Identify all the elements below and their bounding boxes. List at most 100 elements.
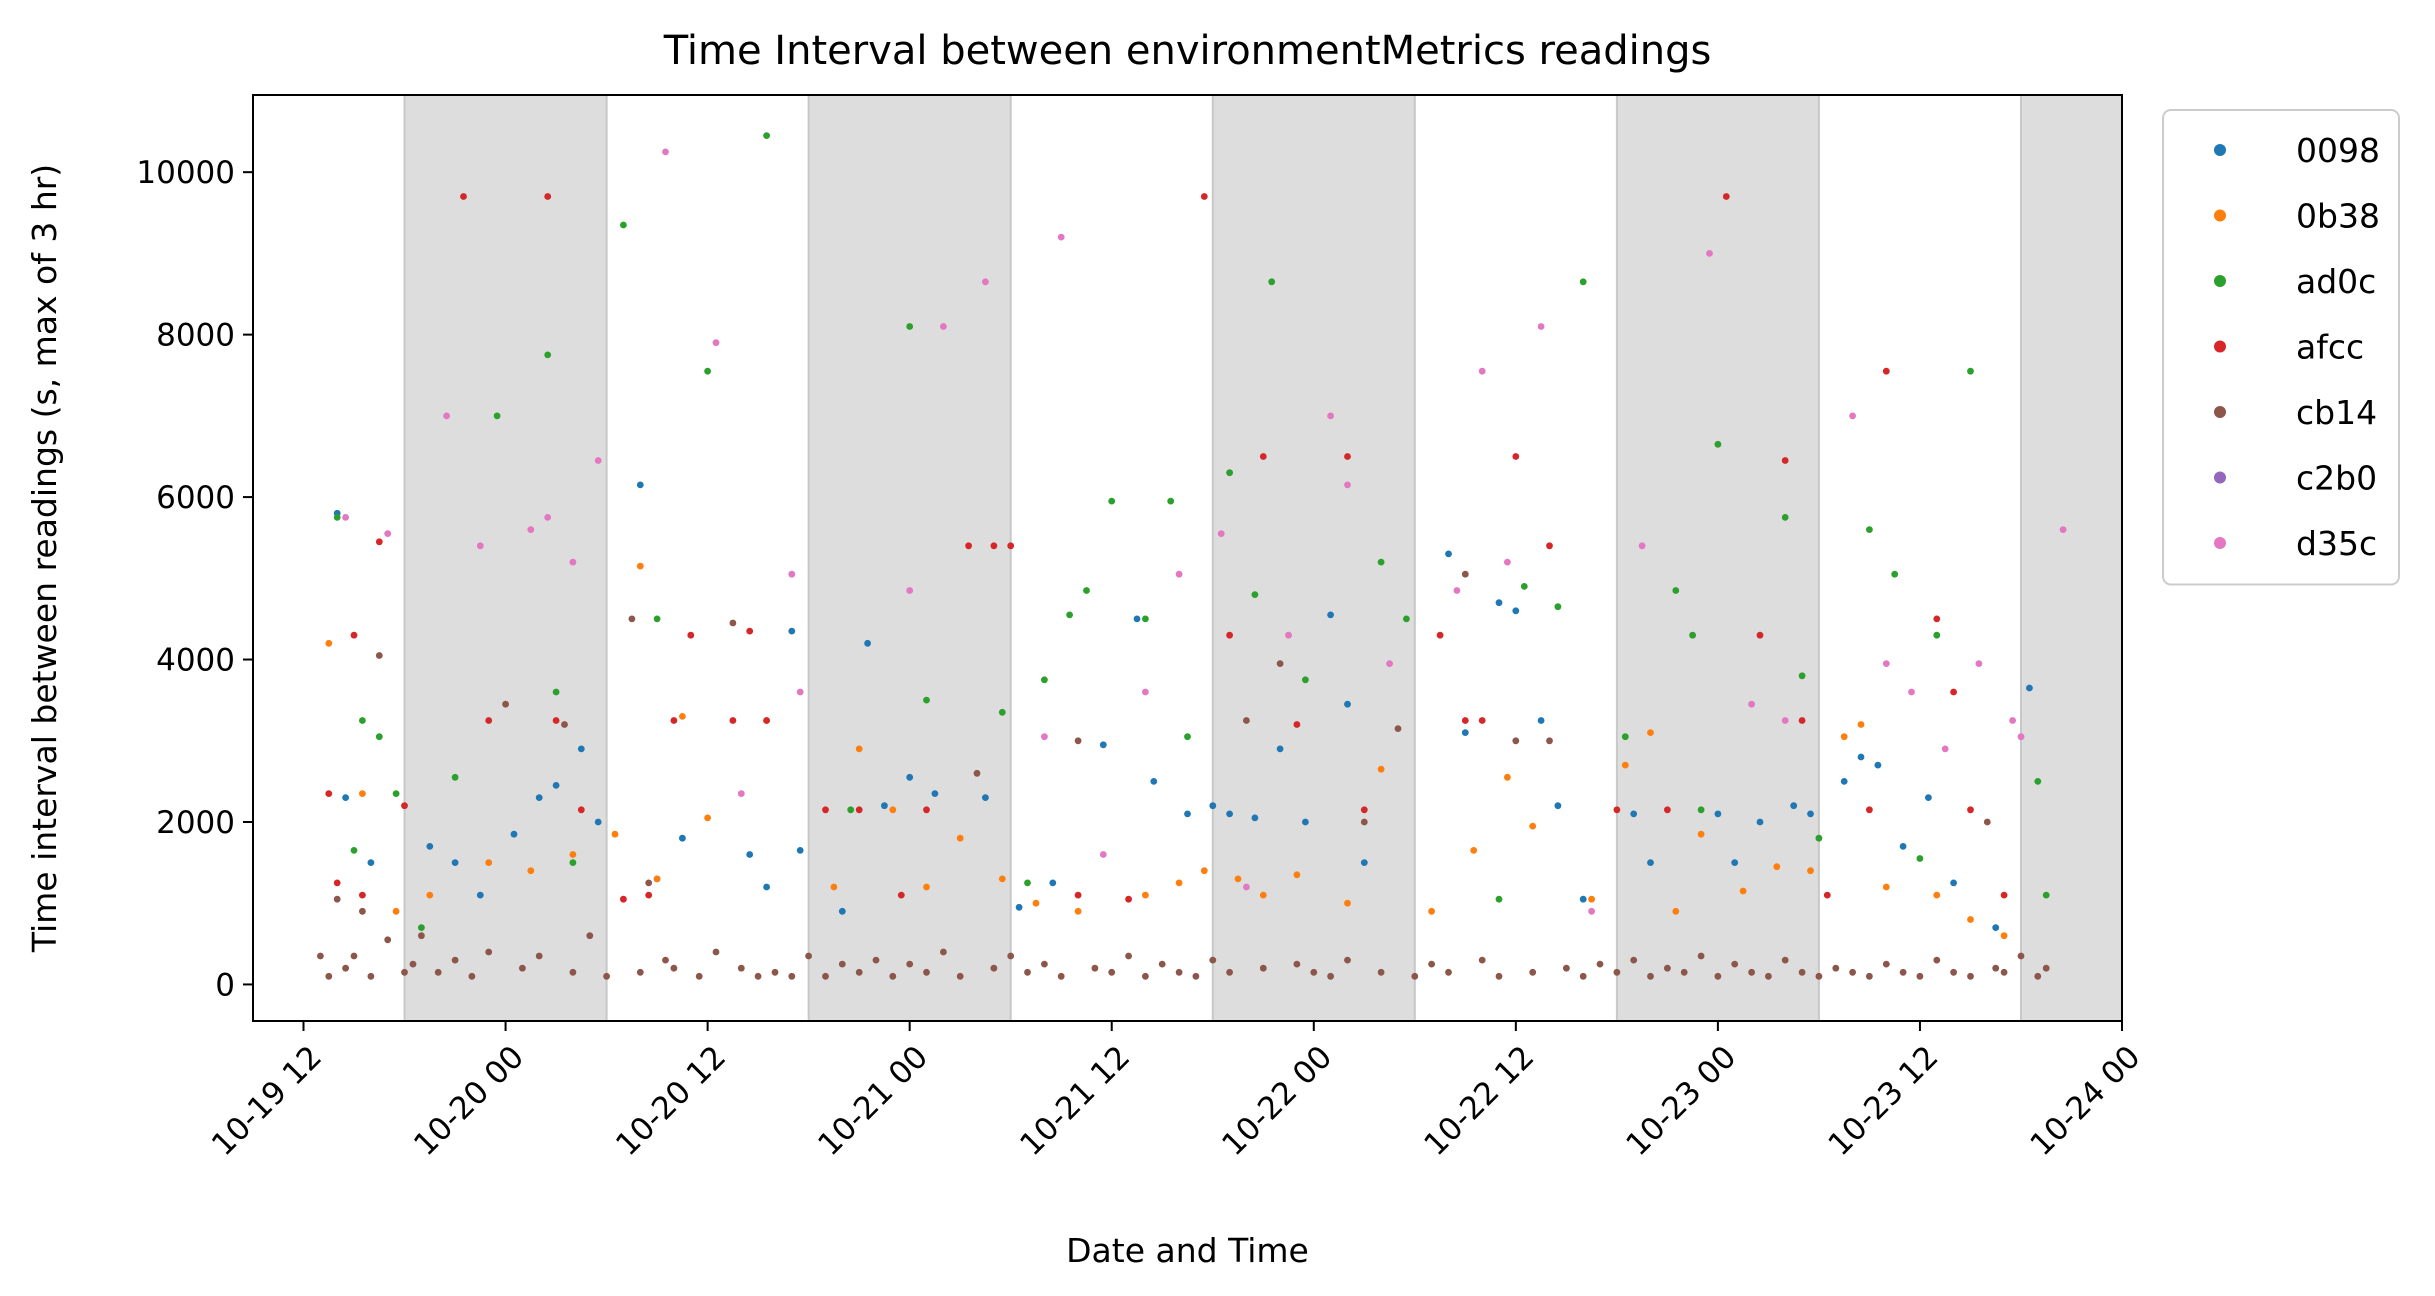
data-point xyxy=(1512,737,1520,745)
data-point xyxy=(1672,587,1680,594)
data-point xyxy=(1882,367,1890,375)
data-point xyxy=(1167,497,1175,505)
data-point xyxy=(577,745,585,753)
night-band xyxy=(2019,94,2124,1022)
data-point xyxy=(493,412,501,420)
data-point xyxy=(1537,323,1545,330)
data-point xyxy=(1200,193,1208,200)
data-point xyxy=(1310,968,1318,976)
data-point xyxy=(535,952,543,960)
data-point xyxy=(679,713,686,720)
data-point xyxy=(1276,660,1284,667)
data-point xyxy=(889,806,897,814)
data-point xyxy=(485,717,493,724)
chart-title: Time Interval between environmentMetrics… xyxy=(663,28,1712,74)
y-tick-label: 2000 xyxy=(156,805,235,841)
data-point xyxy=(519,964,526,972)
data-point xyxy=(1259,891,1267,899)
data-point xyxy=(1377,765,1385,773)
data-point xyxy=(838,960,846,968)
data-point xyxy=(451,956,459,964)
data-point xyxy=(1840,778,1848,785)
data-point xyxy=(1377,558,1385,566)
data-point xyxy=(1108,497,1116,505)
data-point xyxy=(1798,672,1806,680)
data-point xyxy=(1226,968,1233,976)
data-point xyxy=(670,964,678,972)
data-point xyxy=(1142,688,1149,696)
data-point xyxy=(1941,745,1949,753)
data-point xyxy=(1731,859,1739,866)
data-point xyxy=(737,790,745,797)
data-point xyxy=(662,148,669,156)
data-point xyxy=(1638,542,1646,550)
data-point xyxy=(375,652,383,659)
series-0098 xyxy=(333,481,2033,931)
x-axis-label: Date and Time xyxy=(1066,1231,1309,1270)
data-point xyxy=(729,717,737,724)
data-point xyxy=(392,907,400,915)
data-point xyxy=(1781,457,1789,464)
data-point xyxy=(1933,631,1941,639)
night-shading xyxy=(403,94,2124,1022)
data-point xyxy=(1074,891,1082,899)
data-point xyxy=(1933,615,1941,623)
data-point xyxy=(763,132,770,140)
data-point xyxy=(367,972,375,980)
data-point xyxy=(931,790,939,797)
legend-label: afcc xyxy=(2296,328,2364,367)
data-point xyxy=(443,412,450,420)
data-point xyxy=(325,639,333,647)
data-point xyxy=(855,968,863,976)
data-point xyxy=(923,883,930,891)
data-point xyxy=(1360,859,1368,866)
data-point xyxy=(1697,806,1705,814)
data-point xyxy=(1074,737,1082,745)
data-point xyxy=(653,875,661,883)
data-point xyxy=(577,806,585,814)
data-point xyxy=(1478,717,1486,724)
data-point xyxy=(1302,818,1309,826)
data-point xyxy=(569,859,577,866)
data-point xyxy=(1680,968,1688,976)
data-point xyxy=(333,879,341,887)
data-point xyxy=(628,615,636,623)
data-point xyxy=(822,806,829,814)
data-point xyxy=(822,972,829,980)
data-point xyxy=(552,688,560,696)
data-point xyxy=(1041,676,1048,684)
legend-label: cb14 xyxy=(2296,393,2377,432)
data-point xyxy=(594,457,602,464)
data-point xyxy=(1933,956,1941,964)
data-point xyxy=(1790,802,1798,810)
data-point xyxy=(1967,367,1974,375)
data-point xyxy=(1184,733,1191,741)
legend-label: 0b38 xyxy=(2296,197,2380,236)
data-point xyxy=(1049,879,1057,887)
data-point xyxy=(998,708,1006,716)
data-point xyxy=(1647,729,1654,736)
data-point xyxy=(1596,960,1604,968)
data-point xyxy=(662,956,669,964)
data-point xyxy=(1882,660,1890,667)
data-point xyxy=(2017,733,2025,741)
data-point xyxy=(636,968,644,976)
y-axis-label: Time interval between readings (s, max o… xyxy=(25,164,64,953)
data-point xyxy=(1554,603,1562,611)
data-point xyxy=(1276,745,1284,753)
data-point xyxy=(670,717,678,724)
data-point xyxy=(746,627,754,635)
data-point xyxy=(940,948,947,956)
data-point xyxy=(1882,883,1890,891)
legend-marker xyxy=(2214,471,2226,484)
data-point xyxy=(350,952,358,960)
data-point xyxy=(401,968,408,976)
data-point xyxy=(796,847,804,854)
data-point xyxy=(620,221,627,229)
data-point xyxy=(687,631,695,639)
data-point xyxy=(426,843,434,850)
data-point xyxy=(1360,818,1368,826)
data-point xyxy=(636,562,644,570)
data-point xyxy=(1798,717,1806,724)
data-point xyxy=(998,875,1006,883)
